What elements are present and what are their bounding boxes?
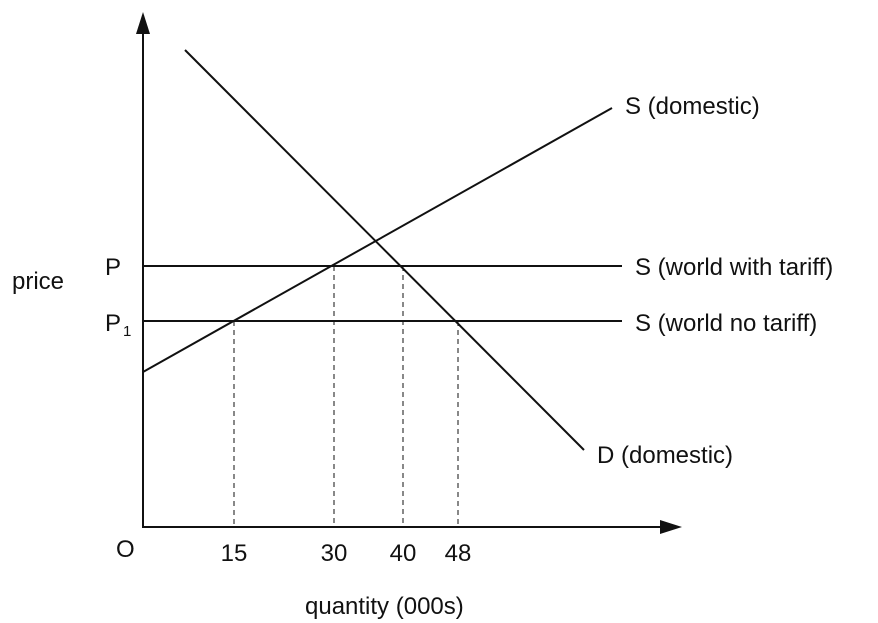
y-axis-arrow-icon: [136, 12, 150, 34]
x-axis-arrow-icon: [660, 520, 682, 534]
origin-label: O: [116, 536, 135, 563]
price-label-p1-subscript: 1: [123, 323, 131, 340]
quantity-tick-30: 30: [321, 540, 348, 567]
quantity-tick-15: 15: [221, 540, 248, 567]
domestic-supply-label: S (domestic): [625, 93, 760, 120]
domestic-demand-line: [184, 49, 585, 451]
quantity-tick-48: 48: [445, 540, 472, 567]
world-supply-with-tariff-label: S (world with tariff): [635, 254, 833, 281]
price-label-p1: P: [105, 310, 121, 337]
x-axis-label: quantity (000s): [305, 593, 464, 620]
y-axis-label: price: [12, 268, 64, 295]
world-supply-no-tariff-label: S (world no tariff): [635, 310, 817, 337]
quantity-tick-40: 40: [390, 540, 417, 567]
domestic-demand-label: D (domestic): [597, 442, 733, 469]
domestic-supply-line: [142, 107, 613, 373]
price-label-p: P: [105, 254, 121, 281]
